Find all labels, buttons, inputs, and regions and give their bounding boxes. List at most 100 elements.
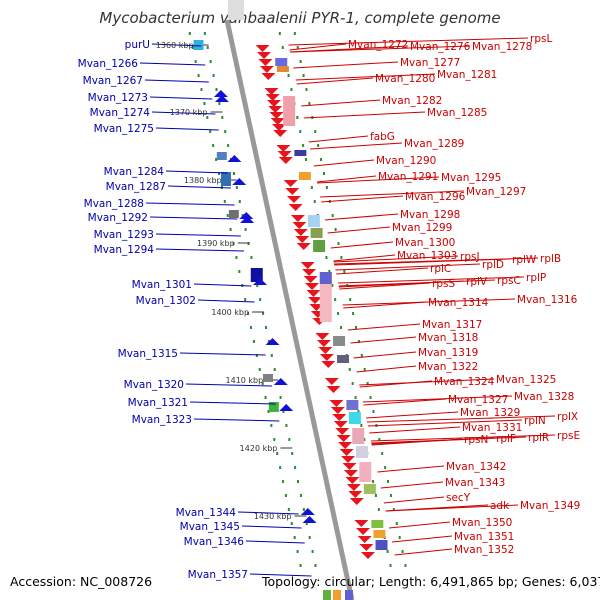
reverse-label-line [193, 283, 252, 287]
forward-gene-arrow [316, 340, 331, 347]
track-dot [378, 438, 381, 441]
track-dot [218, 102, 221, 105]
forward-label-line [320, 190, 465, 198]
reverse-label-line [155, 127, 219, 131]
track-dot [261, 382, 264, 385]
forward-gene-label: rpsL [530, 33, 552, 45]
feature-box [310, 228, 323, 238]
forward-label-line [336, 267, 429, 275]
forward-label-line [356, 365, 417, 373]
reverse-label-line [151, 111, 216, 115]
forward-label-line [308, 135, 369, 143]
forward-label-line [296, 77, 374, 85]
forward-gene-arrow [359, 544, 374, 551]
forward-gene-label: Mvan_1351 [454, 531, 514, 543]
forward-gene-label: Mvan_1322 [418, 361, 478, 373]
reverse-gene-arrow [273, 378, 288, 385]
forward-gene-label: rplN [524, 415, 546, 427]
reverse-gene-label: Mvan_1287 [106, 181, 166, 193]
reverse-gene-label: Mvan_1294 [94, 244, 155, 256]
reverse-gene-label: Mvan_1357 [188, 569, 248, 581]
feature-box [298, 172, 311, 180]
track-dot [293, 32, 296, 35]
track-dot [299, 130, 302, 133]
forward-gene-arrow [319, 354, 334, 361]
track-dot [381, 452, 384, 455]
track-dot [343, 270, 346, 273]
track-dot [241, 214, 244, 217]
track-dot [386, 550, 389, 553]
forward-gene-arrow [346, 484, 361, 491]
track-dot [320, 158, 323, 161]
track-dot [325, 256, 328, 259]
track-dot [317, 144, 320, 147]
track-dot [360, 354, 363, 357]
feature-box [294, 150, 307, 156]
forward-gene-arrow [342, 463, 357, 470]
forward-gene-label: Mvan_1276 [410, 41, 471, 53]
forward-label-line [371, 436, 527, 444]
forward-gene-label: Mvan_1295 [441, 172, 501, 184]
forward-label-line [366, 411, 459, 419]
reverse-label-line [144, 79, 209, 83]
forward-label-line [334, 257, 539, 265]
reverse-gene-label: Mvan_1323 [132, 414, 192, 426]
track-dot [227, 144, 230, 147]
forward-gene-label: Mvan_1289 [404, 138, 464, 150]
track-dot [349, 298, 352, 301]
forward-gene-arrow [303, 276, 318, 283]
forward-label-line [370, 434, 556, 442]
forward-gene-arrow [296, 243, 311, 250]
track-dot [293, 536, 296, 539]
reverse-feature-box [262, 374, 273, 382]
forward-gene-label: rpsN [464, 434, 488, 446]
forward-gene-arrow [335, 428, 350, 435]
track-dot [282, 480, 285, 483]
track-dot [366, 382, 369, 385]
genome-summary-text: Topology: circular; Length: 6,491,865 bp… [262, 574, 600, 589]
forward-label-line [391, 535, 453, 543]
forward-gene-arrow [277, 151, 292, 158]
track-dot [389, 564, 392, 567]
forward-gene-label: Mvan_1350 [452, 517, 512, 529]
track-dot [299, 564, 302, 567]
track-dot [194, 60, 197, 63]
forward-gene-label: Mvan_1298 [400, 209, 460, 221]
forward-label-line [394, 548, 453, 556]
reverse-gene-label: Mvan_1273 [88, 92, 148, 104]
track-dot [308, 536, 311, 539]
track-dot [252, 340, 255, 343]
reverse-gene-label: Mvan_1275 [94, 123, 154, 135]
forward-label-line [293, 61, 399, 69]
forward-gene-label: Mvan_1282 [382, 95, 442, 107]
track-dot [374, 494, 377, 497]
forward-gene-arrow [333, 421, 348, 428]
forward-label-line [388, 521, 451, 529]
track-dot [310, 186, 313, 189]
track-dot [276, 452, 279, 455]
track-dot [285, 424, 288, 427]
forward-label-line [295, 73, 436, 81]
reverse-gene-label: Mvan_1267 [83, 75, 143, 87]
forward-gene-arrow [255, 45, 270, 52]
feature-box [359, 462, 372, 482]
kbp-tick-label: 1370 kbp [170, 108, 208, 117]
track-dot [221, 116, 224, 119]
track-dot [372, 480, 375, 483]
feature-box [373, 530, 386, 538]
track-dot [360, 424, 363, 427]
forward-gene-label: Mvan_1349 [520, 500, 580, 512]
forward-label-line [338, 276, 525, 284]
reverse-gene-label: Mvan_1301 [132, 279, 192, 291]
track-dot [232, 242, 235, 245]
track-dot [255, 354, 258, 357]
forward-gene-label: Mvan_1318 [418, 332, 478, 344]
forward-label-line [367, 419, 523, 427]
track-dot [229, 228, 232, 231]
track-dot [334, 228, 337, 231]
forward-gene-label: Mvan_1325 [496, 374, 556, 386]
track-dot [352, 312, 355, 315]
forward-label-line [377, 465, 445, 473]
forward-gene-arrow [293, 229, 308, 236]
forward-gene-label: Mvan_1281 [437, 69, 497, 81]
